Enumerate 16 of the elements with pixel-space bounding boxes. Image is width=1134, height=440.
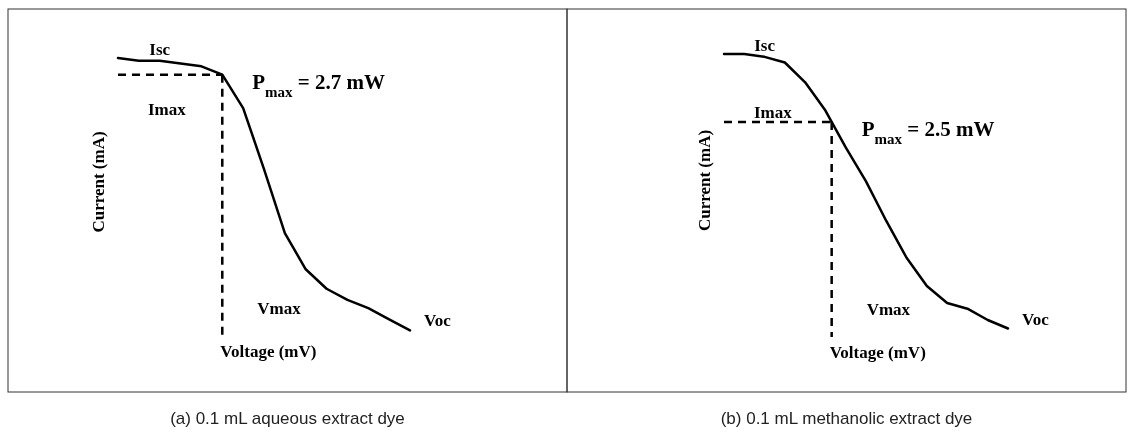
- ref-line-label: Imax: [148, 99, 187, 119]
- text: (b) 0.1 mL methanolic extract dye: [720, 409, 973, 428]
- text: Voc: [1022, 309, 1050, 329]
- x-axis-title: Voltage (mV): [829, 343, 926, 362]
- y-axis-title: Current (mA): [89, 131, 108, 233]
- text: (a) 0.1 mL aqueous extract dye: [170, 409, 405, 428]
- x-axis-title: Voltage (mV): [220, 342, 317, 361]
- annotation: Vmax: [866, 300, 911, 319]
- annotation: P$_{max}$ = 2.7 mW: [252, 69, 386, 100]
- text: Voc: [424, 311, 452, 331]
- annotation: Isc: [149, 40, 171, 59]
- annotation: Vmax: [257, 299, 302, 318]
- annotation: P$_{max}$ = 2.5 mW: [861, 116, 995, 147]
- annotation: Isc: [754, 36, 776, 55]
- ref-line-label: Imax: [754, 102, 793, 122]
- y-axis-title: Current (mA): [695, 129, 714, 232]
